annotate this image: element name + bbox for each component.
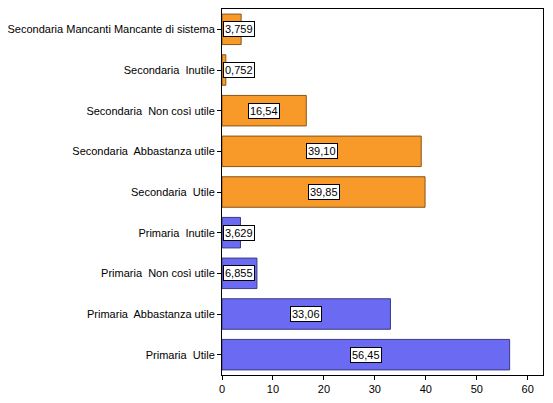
svg-text:3,759: 3,759 <box>225 23 253 35</box>
svg-text:0,752: 0,752 <box>225 64 253 76</box>
svg-text:Primaria Abbastanza utile: Primaria Abbastanza utile <box>87 308 215 320</box>
svg-text:Secondaria Utile: Secondaria Utile <box>131 186 215 198</box>
svg-text:Secondaria Inutile: Secondaria Inutile <box>124 64 215 76</box>
svg-text:16,54: 16,54 <box>250 105 278 117</box>
svg-text:39,10: 39,10 <box>308 145 336 157</box>
svg-text:40: 40 <box>420 383 432 395</box>
svg-text:Primaria Non così utile: Primaria Non così utile <box>101 267 215 279</box>
svg-text:56,45: 56,45 <box>352 349 380 361</box>
svg-text:3,629: 3,629 <box>225 227 253 239</box>
svg-text:Secondaria Mancanti Mancante d: Secondaria Mancanti Mancante di sistema <box>8 23 216 35</box>
svg-text:Secondaria Abbastanza utile: Secondaria Abbastanza utile <box>72 145 215 157</box>
svg-text:Secondaria Non così utile: Secondaria Non così utile <box>86 105 214 117</box>
svg-text:60: 60 <box>522 383 534 395</box>
svg-text:50: 50 <box>471 383 483 395</box>
svg-text:33,06: 33,06 <box>292 308 320 320</box>
svg-text:30: 30 <box>369 383 381 395</box>
svg-text:Primaria Utile: Primaria Utile <box>146 349 215 361</box>
svg-text:6,855: 6,855 <box>225 267 253 279</box>
svg-text:39,85: 39,85 <box>310 186 338 198</box>
svg-text:10: 10 <box>267 383 279 395</box>
svg-text:Primaria Inutile: Primaria Inutile <box>138 227 214 239</box>
svg-text:20: 20 <box>318 383 330 395</box>
svg-text:0: 0 <box>219 383 225 395</box>
